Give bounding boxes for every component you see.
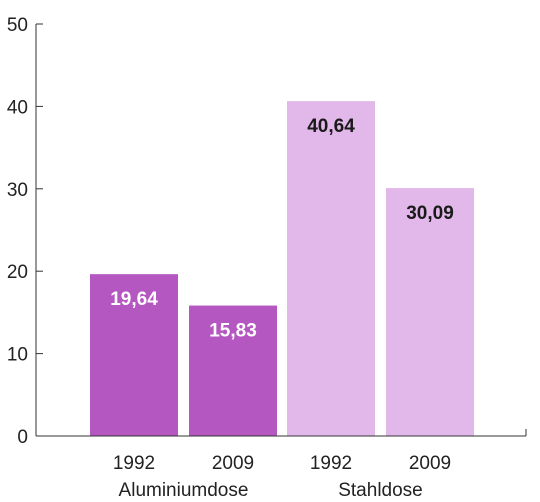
group-label: Stahldose xyxy=(338,480,423,501)
data-label: 19,64 xyxy=(110,289,158,310)
data-label: 15,83 xyxy=(209,321,257,342)
group-label: Aluminiumdose xyxy=(119,480,249,501)
y-tick-label: 40 xyxy=(7,97,28,118)
y-tick-label: 0 xyxy=(17,427,28,448)
data-label: 30,09 xyxy=(406,203,454,224)
y-tick-label: 10 xyxy=(7,345,28,366)
y-tick-label: 20 xyxy=(7,262,28,283)
x-tick-label: 1992 xyxy=(113,453,155,474)
y-tick-label: 50 xyxy=(7,15,28,36)
bar-aluminiumdose-1992 xyxy=(90,274,178,436)
bar-stahldose-1992 xyxy=(287,101,375,436)
x-tick-label: 2009 xyxy=(409,453,451,474)
bar-stahldose-2009 xyxy=(386,188,474,436)
x-tick-label: 2009 xyxy=(212,453,254,474)
x-tick-label: 1992 xyxy=(310,453,352,474)
data-label: 40,64 xyxy=(307,116,355,137)
y-tick-label: 30 xyxy=(7,180,28,201)
bar-aluminiumdose-2009 xyxy=(189,305,277,436)
plot-area: 19,64 1992 15,83 2009 40,64 1992 30,09 2009 Alum… xyxy=(7,15,527,501)
